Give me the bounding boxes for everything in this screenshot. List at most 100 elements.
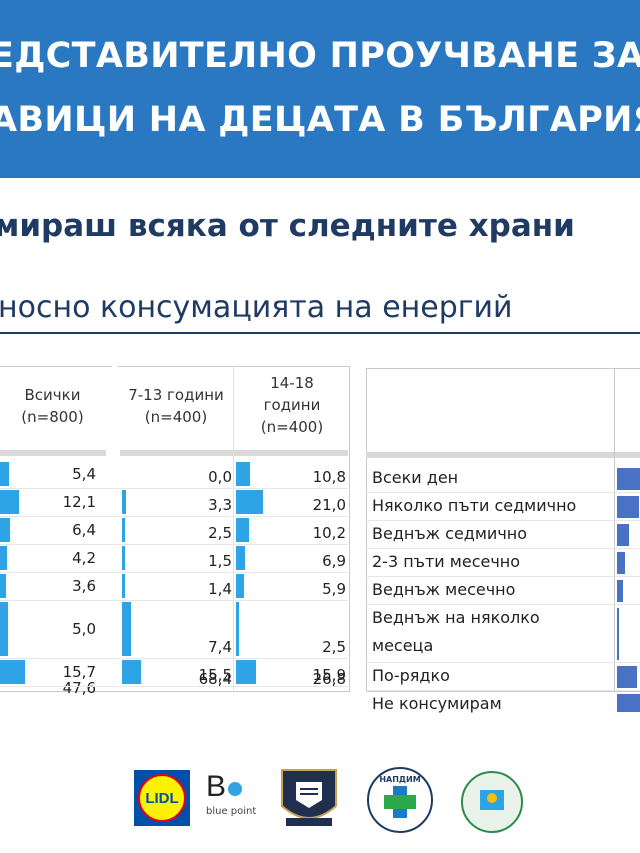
value-1-row-6: 5,0 — [72, 620, 96, 638]
value-2-row-6: 7,4 — [208, 638, 232, 656]
bar-2-row-3 — [122, 518, 126, 542]
napdim-logo: НАПДИМ — [366, 766, 434, 838]
bar-3-row-6 — [236, 602, 240, 656]
header-all-line2: (n=800) — [21, 408, 84, 426]
value-1-row-1: 5,4 — [72, 465, 96, 483]
right-bar-row-5 — [617, 580, 623, 602]
right-bar-row-6 — [617, 608, 619, 660]
row-separator — [0, 572, 348, 573]
subtitle-text: носно консумацията на енергий — [0, 290, 513, 325]
bluepoint-logo: B blue point — [206, 770, 266, 818]
lidl-logo: LIDL — [134, 770, 190, 830]
header-all: Всички (n=800) — [0, 384, 105, 428]
napdim-logo-text: НАПДИМ — [379, 775, 420, 784]
bluepoint-text: blue point — [206, 806, 257, 817]
value-2-row-1: 0,0 — [208, 468, 232, 486]
value-1-row-4: 4,2 — [72, 549, 96, 567]
bar-2-row-2 — [122, 490, 127, 514]
category-table — [366, 368, 640, 692]
category-header-separator — [366, 452, 640, 458]
bar-2-row-6 — [122, 602, 132, 656]
category-label-6-line2: месеца — [372, 636, 434, 655]
category-row-separator — [366, 604, 640, 605]
value-2-row-5: 1,4 — [208, 580, 232, 598]
banner-title-line2: АВИЦИ НА ДЕЦАТА В БЪЛГАРИЯ — [0, 100, 640, 140]
right-bar-row-8 — [617, 694, 640, 712]
bar-2-row-7 — [122, 660, 142, 684]
bar-1-row-3 — [0, 518, 11, 542]
category-row-separator — [366, 662, 640, 663]
bar-3-row-3 — [236, 518, 249, 542]
category-label-4: 2-3 пъти месечно — [372, 552, 521, 571]
row-separator — [0, 600, 348, 601]
category-label-7: По-рядко — [372, 666, 450, 685]
category-label-5: Веднъж месечно — [372, 580, 516, 599]
value-1-row-8: 47,6 — [62, 679, 96, 697]
data-table — [0, 366, 350, 692]
header-14-18-line3: (n=400) — [260, 418, 324, 436]
row-separator — [0, 544, 348, 545]
category-label-2: Няколко пъти седмично — [372, 496, 577, 515]
value-3-row-4: 6,9 — [322, 552, 346, 570]
header-14-18-line2: години — [263, 396, 321, 414]
bar-3-row-7 — [236, 660, 257, 684]
title-banner: ЕДСТАВИТЕЛНО ПРОУЧВАНЕ ЗА АВИЦИ НА ДЕЦАТ… — [0, 0, 640, 178]
value-3-row-6: 2,5 — [322, 638, 346, 656]
header-14-18: 14-18 години (n=400) — [236, 372, 348, 438]
right-bar-row-2 — [617, 496, 639, 518]
header-7-13: 7-13 години (n=400) — [120, 384, 232, 428]
value-1-row-7: 15,7 — [62, 663, 96, 681]
banner-title-line1: ЕДСТАВИТЕЛНО ПРОУЧВАНЕ ЗА — [0, 36, 640, 76]
category-row-separator — [366, 576, 640, 577]
bar-1-row-6 — [0, 602, 8, 656]
category-label-6: Веднъж на няколко — [372, 608, 540, 627]
header-14-18-line1: 14-18 — [270, 374, 314, 392]
bar-3-row-4 — [236, 546, 245, 570]
category-label-8: Не консумирам — [372, 694, 502, 713]
category-label-1: Всеки ден — [372, 468, 459, 487]
header-separator-groups — [120, 450, 348, 456]
row-separator — [0, 686, 348, 687]
value-2-row-4: 1,5 — [208, 552, 232, 570]
header-7-13-line2: (n=400) — [144, 408, 208, 426]
bar-3-row-5 — [236, 574, 244, 598]
category-label-3: Веднъж седмично — [372, 524, 528, 543]
right-bar-row-1 — [617, 468, 640, 490]
right-bar-row-7 — [617, 666, 637, 688]
value-3-row-3: 10,2 — [312, 524, 346, 542]
right-bar-row-3 — [617, 524, 629, 546]
value-3-row-5: 5,9 — [322, 580, 346, 598]
bar-1-row-5 — [0, 574, 6, 598]
value-1-row-3: 6,4 — [72, 521, 96, 539]
category-column-divider — [614, 368, 615, 690]
parents-association-logo — [458, 768, 526, 840]
value-3-row-8: 26,8 — [312, 670, 346, 688]
value-2-row-2: 3,3 — [208, 496, 232, 514]
bar-1-row-7 — [0, 660, 26, 684]
value-2-row-3: 2,5 — [208, 524, 232, 542]
value-2-row-7: 15,5 — [198, 666, 232, 684]
header-7-13-line1: 7-13 години — [128, 386, 224, 404]
lidl-logo-text: LIDL — [145, 790, 178, 807]
category-row-separator — [366, 492, 640, 493]
header-separator-all — [0, 450, 106, 456]
bar-1-row-2 — [0, 490, 20, 514]
bluepoint-letter: B — [206, 770, 227, 803]
value-3-row-2: 21,0 — [312, 496, 346, 514]
value-1-row-5: 3,6 — [72, 577, 96, 595]
value-3-row-1: 10,8 — [312, 468, 346, 486]
bar-2-row-4 — [122, 546, 125, 570]
bar-2-row-5 — [122, 574, 125, 598]
bar-3-row-2 — [236, 490, 263, 514]
right-bar-row-4 — [617, 552, 625, 574]
bar-1-row-1 — [0, 462, 9, 486]
bar-1-row-4 — [0, 546, 7, 570]
row-separator — [0, 488, 348, 489]
category-row-separator — [366, 690, 640, 691]
row-separator — [0, 516, 348, 517]
value-1-row-2: 12,1 — [62, 493, 96, 511]
category-row-separator — [366, 520, 640, 521]
bluepoint-dot-icon — [228, 782, 243, 796]
row-separator — [0, 658, 348, 659]
header-all-line1: Всички — [24, 386, 81, 404]
